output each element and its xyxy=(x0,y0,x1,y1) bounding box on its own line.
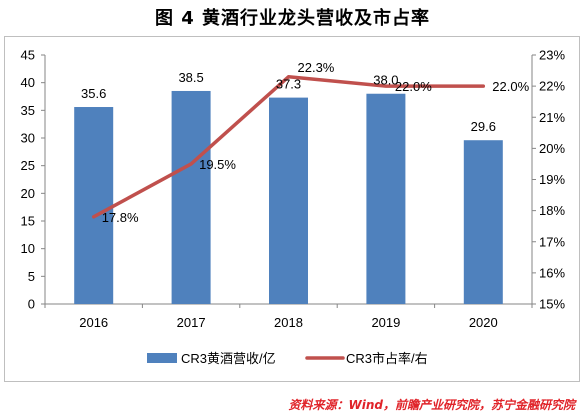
line-data-label: 22.0% xyxy=(492,79,529,94)
x-tick-label: 2016 xyxy=(79,315,108,330)
y-right-tick-label: 20% xyxy=(539,141,565,156)
y-left-tick-label: 30 xyxy=(21,131,35,146)
y-right-tick-label: 19% xyxy=(539,172,565,187)
y-left-tick-label: 45 xyxy=(21,48,35,63)
bar xyxy=(366,93,406,304)
bar xyxy=(463,140,503,304)
legend-bar-label: CR3黄酒营收/亿 xyxy=(181,351,276,366)
source-note: 资料来源：Wind，前瞻产业研究院，苏宁金融研究院 xyxy=(288,398,575,412)
legend-line-label: CR3市占率/右 xyxy=(346,351,428,366)
y-left-tick-label: 35 xyxy=(21,103,35,118)
y-left-tick-label: 0 xyxy=(28,297,35,312)
x-tick-label: 2017 xyxy=(177,315,206,330)
bar-data-label: 38.0 xyxy=(373,73,398,88)
chart-svg: 0 5 10 15 20 25 30 35 40 45 15% 16% 17% 18% 19% 20% 21% 2… xyxy=(21,48,566,367)
bar-data-label: 29.6 xyxy=(471,119,496,134)
x-tick-label: 2020 xyxy=(469,315,498,330)
y-right-tick-label: 23% xyxy=(539,48,565,63)
chart-area xyxy=(4,36,580,382)
y-right-tick-label: 16% xyxy=(539,265,565,280)
y-right-tick-label: 17% xyxy=(539,234,565,249)
x-tick-label: 2019 xyxy=(371,315,400,330)
y-left-tick-label: 15 xyxy=(21,214,35,229)
bar xyxy=(269,97,308,305)
bar-data-label: 35.6 xyxy=(81,86,106,101)
y-left-tick-label: 10 xyxy=(21,241,35,256)
bar-data-label: 37.3 xyxy=(276,77,301,92)
x-tick-label: 2018 xyxy=(274,315,303,330)
bar xyxy=(171,90,211,304)
legend-bar-swatch xyxy=(147,353,177,363)
y-left-tick-label: 5 xyxy=(28,269,35,284)
line-data-label: 22.3% xyxy=(298,60,335,75)
y-left-tick-label: 20 xyxy=(21,186,35,201)
line-data-label: 19.5% xyxy=(199,157,236,172)
line-data-label: 17.8% xyxy=(102,210,139,225)
line-data-label: 22.0% xyxy=(395,79,432,94)
chart-title: 图 4 黄酒行业龙头营收及市占率 xyxy=(154,8,431,29)
y-right-tick-label: 18% xyxy=(539,203,565,218)
bar-data-label: 38.5 xyxy=(178,70,203,85)
y-right-tick-label: 15% xyxy=(539,297,565,312)
line-series xyxy=(91,75,486,219)
y-right-tick-label: 22% xyxy=(539,79,565,94)
bar xyxy=(74,107,114,304)
y-left-tick-label: 25 xyxy=(21,158,35,173)
y-left-tick-label: 40 xyxy=(21,75,35,90)
y-right-tick-label: 21% xyxy=(539,110,565,125)
